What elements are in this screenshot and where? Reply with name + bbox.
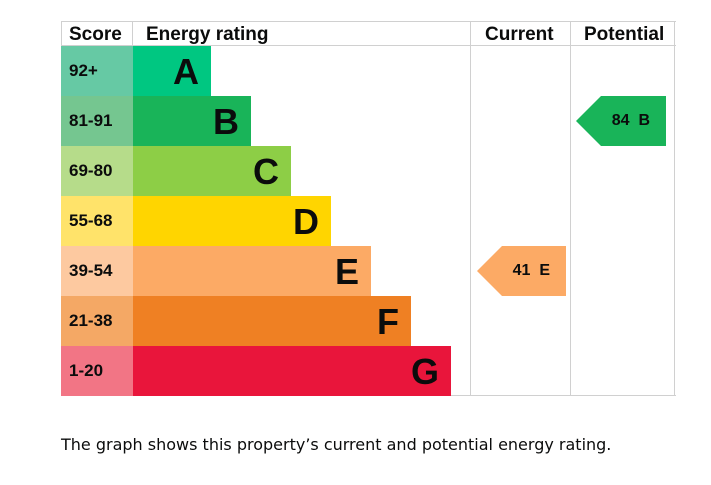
band-letter: F: [377, 301, 399, 342]
rating-bar-d: D: [133, 196, 331, 246]
band-letter: C: [253, 151, 279, 192]
caption: The graph shows this property’s current …: [61, 435, 612, 454]
header-potential: Potential: [584, 24, 665, 45]
band-letter: E: [334, 251, 359, 292]
score-cell-a: 92+: [61, 46, 133, 96]
rating-bar-a: A: [133, 46, 211, 96]
current-rating-arrow: 41 E: [477, 246, 566, 296]
header-energy-rating: Energy rating: [146, 24, 269, 45]
score-cell-f: 21-38: [61, 296, 133, 346]
grid-line: [470, 21, 471, 396]
rating-bar-g: G: [133, 346, 451, 396]
grid-line: [61, 21, 676, 22]
rating-bar-f: F: [133, 296, 411, 346]
score-cell-c: 69-80: [61, 146, 133, 196]
band-letter: A: [173, 51, 199, 92]
current-rating-label: 41 E: [512, 262, 550, 279]
grid-line: [61, 45, 676, 46]
potential-rating-label: 84 B: [611, 112, 650, 129]
epc-chart: Score Energy rating Current Potential 92…: [61, 21, 676, 396]
rating-bar-c: C: [133, 146, 291, 196]
rating-bar-e: E: [133, 246, 371, 296]
header-current: Current: [485, 24, 554, 45]
band-letter: B: [213, 101, 239, 142]
score-cell-e: 39-54: [61, 246, 133, 296]
score-cell-g: 1-20: [61, 346, 133, 396]
header-score: Score: [69, 24, 122, 45]
score-cell-d: 55-68: [61, 196, 133, 246]
band-letter: D: [293, 201, 319, 242]
grid-line: [570, 21, 571, 396]
band-letter: G: [410, 351, 439, 392]
score-cell-b: 81-91: [61, 96, 133, 146]
grid-line: [674, 21, 675, 396]
rating-bar-b: B: [133, 96, 251, 146]
potential-rating-arrow: 84 B: [576, 96, 666, 146]
